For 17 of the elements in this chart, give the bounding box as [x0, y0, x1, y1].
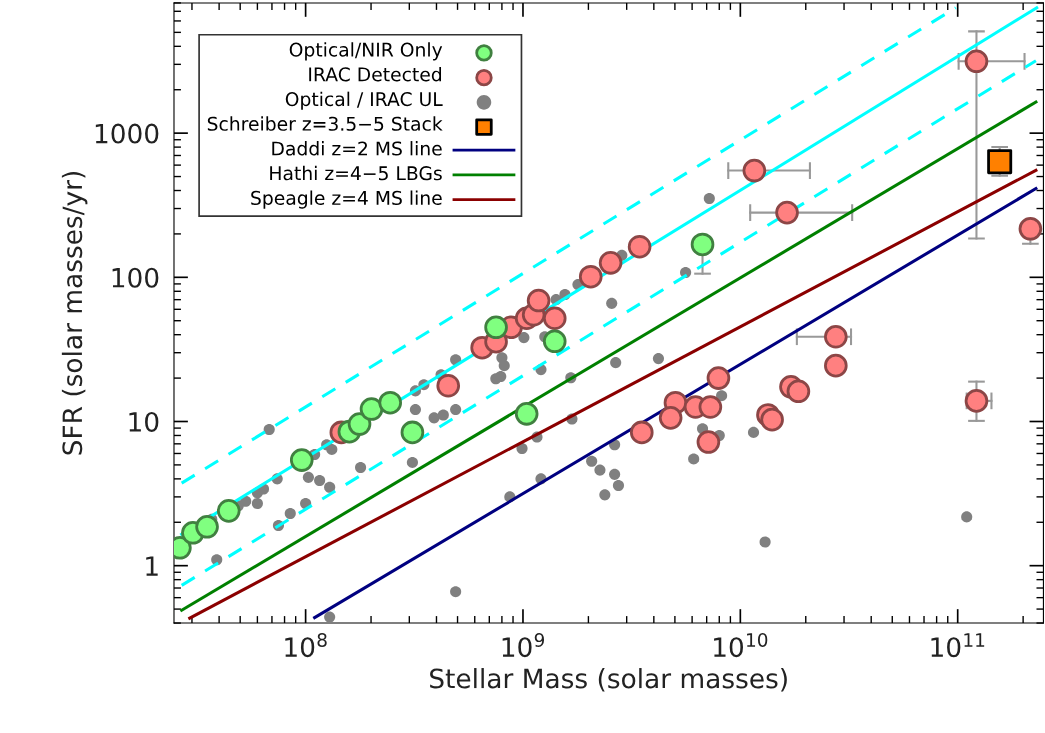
x-tick-label: 10$^{9}$ — [502, 632, 545, 658]
legend-label: IRAC Detected — [309, 66, 442, 82]
legend-label: Speagle z=4 MS line — [251, 190, 442, 209]
legend-label: Daddi z=2 MS line — [272, 141, 442, 156]
x-tick-label: 10$^{8}$ — [285, 632, 327, 658]
legend-label: Optical/NIR Only — [289, 42, 443, 61]
x-axis-title: Stellar Mass (solar masses) — [430, 668, 787, 692]
y-tick-label: 10 — [129, 411, 159, 432]
y-tick-label: 100 — [112, 267, 159, 288]
y-tick-label: 1000 — [95, 123, 159, 144]
x-tick-label: 10$^{11}$ — [931, 633, 985, 658]
legend-label: Schreiber z=3.5−5 Stack — [207, 116, 443, 131]
x-tick-label: 10$^{10}$ — [714, 632, 768, 658]
y-axis-title: SFR (solar masses/yr) — [61, 171, 88, 455]
y-tick-label: 1 — [146, 556, 158, 576]
legend-label: Optical / IRAC UL — [285, 91, 443, 110]
legend-label: Hathi z=4−5 LBGs — [270, 165, 442, 181]
